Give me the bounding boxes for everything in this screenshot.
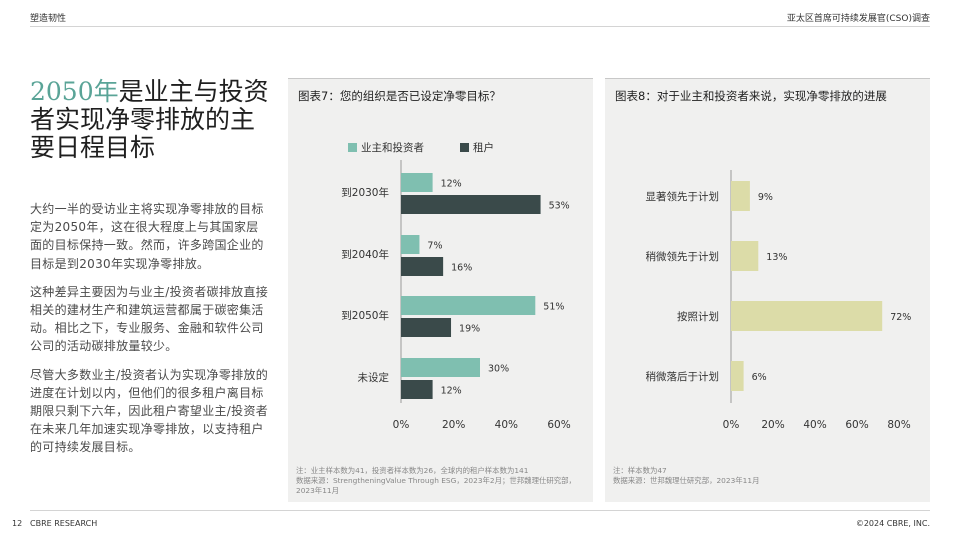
chart-7-bar — [401, 296, 536, 315]
chart-7-tick-label: 40% — [495, 419, 518, 431]
chart-7-bar — [401, 235, 420, 254]
chart-8-data-label: 72% — [890, 312, 911, 323]
chart-panel-8: 图表8：对于业主和投资者来说，实现净零排放的进展 显著领先于计划 9% 稍微领先于计… — [605, 78, 930, 502]
chart-7-data-label: 51% — [543, 302, 564, 313]
chart-8-bar — [731, 361, 744, 391]
note8-line-1: 注：样本数为47 — [613, 466, 667, 475]
chart-panel-7-top-rule — [288, 78, 593, 79]
chart-panel-8-top-rule — [605, 78, 930, 79]
chart-8-data-label: 9% — [758, 192, 773, 203]
chart-panel-7: 图表7：您的组织是否已设定净零目标？ 业主和投资者 租户到2030年 12% 53% 到… — [288, 78, 593, 502]
chart-7-category-label: 到2030年 — [341, 186, 389, 199]
chart-7-bar — [401, 380, 433, 399]
chart-8-bar — [731, 241, 759, 271]
chart-8-category-label: 显著领先于计划 — [646, 190, 720, 203]
chart-8-note: 注：样本数为47 数据来源：世邦魏理仕研究部，2023年11月 — [613, 466, 903, 486]
legend-swatch-1 — [348, 143, 357, 152]
chart-7-tick-label: 20% — [442, 419, 465, 431]
footer-brand: CBRE RESEARCH — [30, 519, 98, 528]
chart-7-bar — [401, 257, 444, 276]
body-paragraph-3: 尽管大多数业主/投资者认为实现净零排放的进度在计划以内，但他们的很多租户离目标期… — [30, 367, 269, 455]
chart-7-data-label: 30% — [488, 364, 509, 375]
body-text: 大约一半的受访业主将实现净零排放的目标定为2050年，这在很大程度上与其国家层面… — [30, 200, 270, 467]
legend-swatch-2 — [460, 143, 469, 152]
chart-8-category-label: 稍微领先于计划 — [646, 250, 720, 263]
chart-7-data-label: 12% — [441, 386, 462, 397]
page-title-accent: 2050年 — [30, 77, 119, 106]
chart-8-tick-label: 0% — [723, 419, 740, 431]
chart-8-title: 图表8：对于业主和投资者来说，实现净零排放的进展 — [615, 89, 887, 103]
header-report-title: 亚太区首席可持续发展官(CSO)调查 — [786, 14, 930, 24]
chart-8: 显著领先于计划 9% 稍微领先于计划 13% 按照计划 72% 稍微落后于计划 6% 0% 20%… — [646, 170, 911, 431]
footer-divider — [30, 510, 930, 511]
header-section-label: 塑造韧性 — [30, 14, 67, 24]
chart-7-bar — [401, 195, 541, 214]
page-number: 12 — [12, 519, 23, 528]
chart-8-tick-label: 20% — [761, 419, 784, 431]
chart-7-category-label: 到2040年 — [341, 248, 389, 261]
chart-7-note: 注：业主样本数为41，投资者样本数为26，全球内的租户样本数为141 数据来源：S… — [296, 466, 586, 496]
note8-line-2: 数据来源：世邦魏理仕研究部，2023年11月 — [613, 476, 760, 485]
chart-8-category-label: 稍微落后于计划 — [646, 370, 720, 383]
chart-7-data-label: 19% — [459, 324, 480, 335]
footer-copyright: ©2024 CBRE, INC. — [855, 519, 930, 528]
note7-line-1: 注：业主样本数为41，投资者样本数为26，全球内的租户样本数为141 — [296, 466, 529, 475]
chart-8-data-label: 13% — [766, 252, 787, 263]
legend-label-2: 租户 — [473, 141, 494, 154]
note7-line-2: 数据来源：StrengtheningValue Through ESG，2023… — [296, 476, 576, 495]
chart-7-tick-label: 0% — [393, 419, 410, 431]
page-title: 2050年是业主与投资者实现净零排放的主要日程目标 — [30, 78, 270, 162]
body-paragraph-1: 大约一半的受访业主将实现净零排放的目标定为2050年，这在很大程度上与其国家层面… — [30, 202, 264, 271]
chart-8-tick-label: 40% — [803, 419, 826, 431]
chart-7-tick-label: 60% — [547, 419, 570, 431]
chart-8-bar — [731, 181, 750, 211]
chart-7-category-label: 到2050年 — [341, 309, 389, 322]
chart-7-bar — [401, 318, 452, 337]
chart-7-data-label: 16% — [451, 263, 472, 274]
page-title-rest: 是业主与投资者实现净零排放的主要日程目标 — [30, 77, 269, 162]
chart-7-bar — [401, 358, 480, 377]
chart-7-data-label: 12% — [441, 179, 462, 190]
chart-8-tick-label: 60% — [845, 419, 868, 431]
chart-8-bar — [731, 301, 883, 331]
chart-7-category-label: 未设定 — [358, 371, 390, 384]
chart-7-data-label: 53% — [549, 201, 570, 212]
legend-label-1: 业主和投资者 — [361, 141, 424, 154]
chart-7-bar — [401, 173, 433, 192]
chart-8-category-label: 按照计划 — [677, 310, 719, 323]
chart-7-data-label: 7% — [427, 241, 442, 252]
chart-8-tick-label: 80% — [887, 419, 910, 431]
body-paragraph-2: 这种差异主要因为与业主/投资者碳排放直接相关的建材生产和建筑运营都属于碳密集活动… — [30, 284, 269, 354]
chart-8-data-label: 6% — [752, 372, 767, 383]
chart-7-title: 图表7：您的组织是否已设定净零目标？ — [298, 89, 501, 103]
header-divider — [30, 26, 930, 27]
